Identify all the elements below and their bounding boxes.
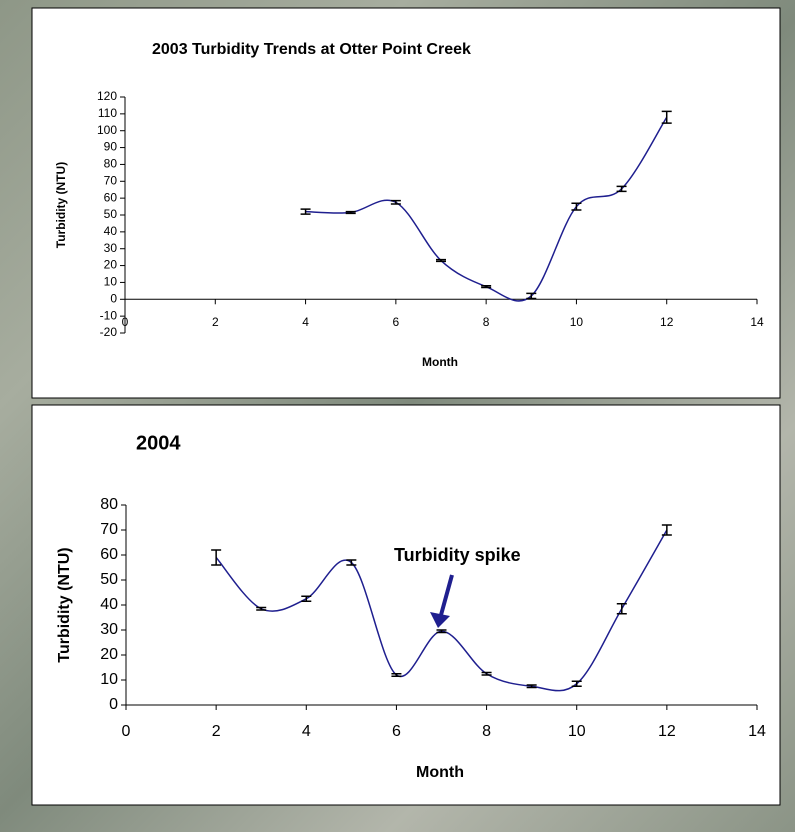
y-tick-label: 20 <box>104 258 118 272</box>
x-tick-label: 8 <box>482 723 491 740</box>
error-bar <box>256 606 267 611</box>
y-tick-label: 60 <box>104 190 118 204</box>
error-bar <box>481 285 492 289</box>
x-axis-label: Month <box>422 355 458 369</box>
error-bar <box>616 603 627 615</box>
y-tick-label: 40 <box>104 224 118 238</box>
error-bar <box>661 524 672 536</box>
y-tick-label: 60 <box>100 546 118 563</box>
x-tick-label: 10 <box>570 315 584 329</box>
annotation-arrowhead <box>430 612 450 628</box>
x-tick-label: 10 <box>568 723 586 740</box>
line <box>305 116 668 302</box>
error-bar <box>661 110 672 124</box>
error-bar <box>526 684 537 689</box>
x-tick-label: 6 <box>392 723 401 740</box>
x-tick-label: 4 <box>302 723 311 740</box>
annotation: Turbidity spike <box>394 545 521 565</box>
error-bar <box>436 258 446 263</box>
x-tick-label: 14 <box>750 315 764 329</box>
x-tick-label: 8 <box>483 315 490 329</box>
error-bar <box>211 549 222 566</box>
x-tick-label: 0 <box>122 315 129 329</box>
y-tick-label: 100 <box>97 123 117 137</box>
x-tick-label: 6 <box>393 315 400 329</box>
panel <box>31 7 781 399</box>
error-bar <box>616 185 627 193</box>
y-tick-label: 0 <box>110 291 117 305</box>
x-tick-label: 2 <box>212 315 219 329</box>
y-tick-label: 70 <box>100 521 118 538</box>
x-tick-label: 4 <box>302 315 309 329</box>
y-tick-label: 30 <box>100 621 118 638</box>
y-tick-label: 90 <box>104 140 118 154</box>
x-tick-label: 12 <box>658 723 676 740</box>
error-bar <box>436 629 447 634</box>
y-tick-label: 0 <box>109 696 118 713</box>
y-tick-label: 10 <box>104 275 118 289</box>
panel <box>31 404 781 806</box>
x-axis-label: Month <box>416 764 464 781</box>
x-tick-label: 12 <box>660 315 674 329</box>
y-tick-label: 50 <box>100 571 118 588</box>
y-axis-label: Turbidity (NTU) <box>56 547 73 662</box>
y-tick-label: 30 <box>104 241 118 255</box>
y-tick-label: 110 <box>98 106 117 120</box>
x-tick-label: 14 <box>748 723 766 740</box>
error-bar <box>301 595 312 602</box>
y-tick-label: 50 <box>104 207 118 221</box>
error-bar <box>346 559 357 566</box>
error-bar <box>345 210 356 215</box>
error-bar <box>390 199 401 205</box>
y-tick-label: 20 <box>100 646 118 663</box>
error-bar <box>571 202 582 211</box>
y-tick-label: 120 <box>97 89 117 103</box>
annotation-arrow <box>439 574 454 616</box>
y-tick-label: 80 <box>104 157 118 171</box>
chart-title: 2003 Turbidity Trends at Otter Point Cre… <box>152 41 471 58</box>
error-bar <box>391 673 402 677</box>
error-bar <box>481 671 492 676</box>
y-tick-label: 40 <box>100 596 118 613</box>
error-bar <box>526 292 537 300</box>
y-tick-label: 80 <box>100 496 118 513</box>
x-tick-label: 2 <box>212 723 221 740</box>
y-tick-label: 70 <box>104 173 118 187</box>
y-tick-label: -10 <box>100 308 118 322</box>
chart-title: 2004 <box>136 432 181 454</box>
error-bar <box>300 208 311 215</box>
error-bar <box>571 680 582 687</box>
y-axis-label: Turbidity (NTU) <box>54 162 68 248</box>
y-tick-label: 10 <box>100 671 118 688</box>
x-tick-label: 0 <box>122 723 131 740</box>
y-tick-label: -20 <box>100 325 118 339</box>
